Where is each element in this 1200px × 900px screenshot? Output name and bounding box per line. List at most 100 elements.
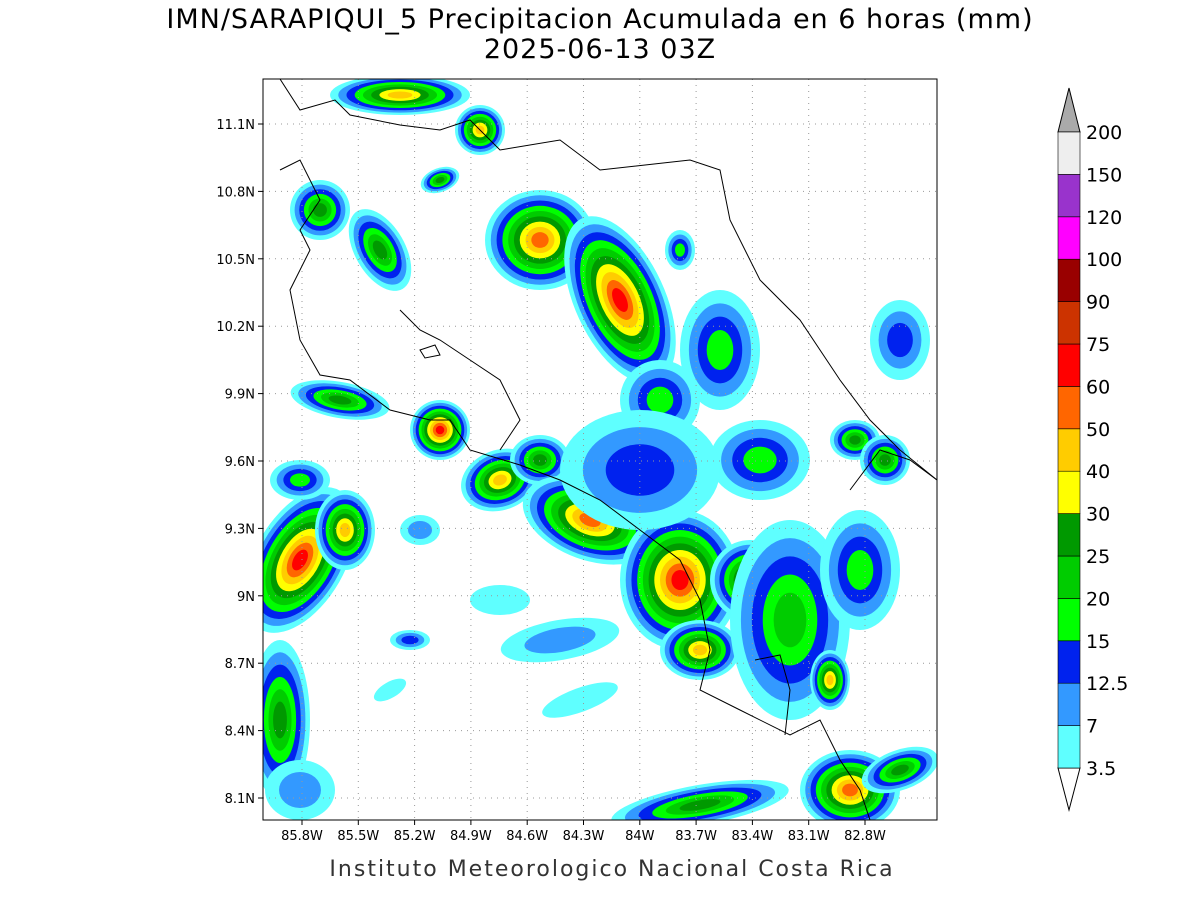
rain-area — [328, 395, 352, 405]
lon-tick-label: 84.9W — [450, 829, 492, 844]
lon-tick-label: 83.1W — [788, 829, 830, 844]
colorbar-under — [1057, 767, 1081, 812]
rain-area — [692, 644, 708, 656]
colorbar-label: 40 — [1086, 461, 1110, 483]
rain-area — [849, 435, 861, 445]
colorbar-label: 60 — [1086, 376, 1110, 398]
colorbar-label: 150 — [1086, 164, 1122, 186]
footer: Instituto Meteorologico Nacional Costa R… — [329, 857, 894, 882]
colorbar-swatch — [1057, 682, 1081, 726]
lat-tick-label: 10.8N — [216, 185, 255, 200]
lon-tick-label: 83.7W — [675, 829, 717, 844]
rain-area — [470, 585, 530, 615]
colorbar-swatch — [1057, 131, 1081, 175]
colorbar-label: 75 — [1086, 334, 1110, 356]
rain-area — [891, 764, 909, 776]
lon-tick-label: 85.5W — [337, 829, 379, 844]
rain-area — [743, 446, 777, 474]
colorbar-swatch — [1057, 216, 1081, 260]
rain-area — [435, 176, 445, 184]
colorbar-label: 90 — [1086, 292, 1110, 314]
lat-tick-label: 8.4N — [225, 725, 255, 740]
rain-area — [339, 522, 351, 538]
rain-area — [533, 454, 547, 466]
rain-area — [401, 635, 419, 645]
lon-tick-label: 84W — [625, 829, 655, 844]
colorbar-swatch — [1057, 343, 1081, 387]
colorbar-swatch — [1057, 555, 1081, 599]
colorbar-label: 25 — [1086, 546, 1110, 568]
colorbar-label: 100 — [1086, 249, 1122, 271]
lon-tick-label: 84.6W — [506, 829, 548, 844]
lon-tick-label: 82.8W — [844, 829, 886, 844]
colorbar-swatch — [1057, 470, 1081, 514]
rain-area — [605, 444, 675, 496]
coastlines — [279, 79, 937, 820]
rain-area — [313, 203, 327, 217]
colorbar-swatch — [1057, 301, 1081, 345]
rain-area — [879, 454, 891, 466]
colorbar-over — [1057, 87, 1081, 133]
subtitle: 2025-06-13 03Z — [484, 34, 716, 65]
colorbar: 3.5 7 12.5 15 20 25 30 40 50 60 75 90 100 120 150 200 — [1057, 87, 1128, 812]
colorbar-label: 12.5 — [1086, 673, 1128, 695]
lat-tick-label: 8.1N — [225, 792, 255, 807]
rain-area — [773, 592, 807, 648]
lat-tick-label: 11.1N — [216, 118, 255, 133]
lat-tick-label: 10.5N — [216, 253, 255, 268]
lon-tick-label: 84.3W — [563, 829, 605, 844]
colorbar-label: 30 — [1086, 504, 1110, 526]
axis-ticks: 85.8W 85.5W 85.2W 84.9W 84.6W 84.3W 84W 83.7W 83… — [216, 118, 886, 844]
lon-tick-label: 83.4W — [731, 829, 773, 844]
rain-area — [842, 783, 858, 797]
rain-area — [675, 243, 685, 257]
lon-tick-label: 85.2W — [394, 829, 436, 844]
colorbar-swatch — [1057, 386, 1081, 430]
rain-area — [373, 678, 407, 702]
lat-tick-label: 8.7N — [225, 657, 255, 672]
rain-area — [524, 626, 596, 654]
colorbar-label: 3.5 — [1086, 758, 1116, 780]
rain-area — [706, 330, 734, 370]
colorbar-swatch — [1057, 725, 1081, 769]
colorbar-swatch — [1057, 174, 1081, 218]
colorbar-label: 50 — [1086, 419, 1110, 441]
rain-area — [372, 240, 388, 260]
map-frame — [262, 78, 938, 821]
colorbar-swatch — [1057, 640, 1081, 684]
rain-area — [671, 570, 689, 590]
rain-area — [612, 288, 628, 312]
colorbar-swatch — [1057, 428, 1081, 472]
rain-area — [408, 521, 432, 539]
rain-area — [292, 549, 308, 571]
rain-area — [646, 386, 674, 414]
lat-tick-label: 9.6N — [225, 455, 255, 470]
lat-tick-label: 9.3N — [225, 522, 255, 537]
lon-tick-label: 85.8W — [281, 829, 323, 844]
colorbar-label: 15 — [1086, 631, 1110, 653]
precip-field — [263, 79, 937, 820]
colorbar-label: 120 — [1086, 207, 1122, 229]
rain-area — [279, 772, 321, 808]
rain-area — [826, 674, 834, 686]
grid — [263, 79, 937, 820]
rain-area — [387, 91, 413, 99]
colorbar-label: 200 — [1086, 122, 1122, 144]
lat-tick-label: 9N — [237, 590, 255, 605]
colorbar-label: 7 — [1086, 716, 1098, 738]
colorbar-swatch — [1057, 598, 1081, 642]
lat-tick-label: 10.2N — [216, 320, 255, 335]
rain-area — [493, 474, 507, 486]
rain-area — [273, 701, 287, 739]
title: IMN/SARAPIQUI_5 Precipitacion Acumulada … — [166, 4, 1033, 35]
colorbar-label: 20 — [1086, 588, 1110, 610]
colorbar-swatch — [1057, 258, 1081, 302]
colorbar-swatch — [1057, 513, 1081, 557]
rain-area — [435, 425, 445, 435]
rain-area — [531, 232, 549, 248]
rain-area — [679, 799, 721, 811]
lat-tick-label: 9.9N — [225, 388, 255, 403]
rain-area — [542, 682, 618, 718]
